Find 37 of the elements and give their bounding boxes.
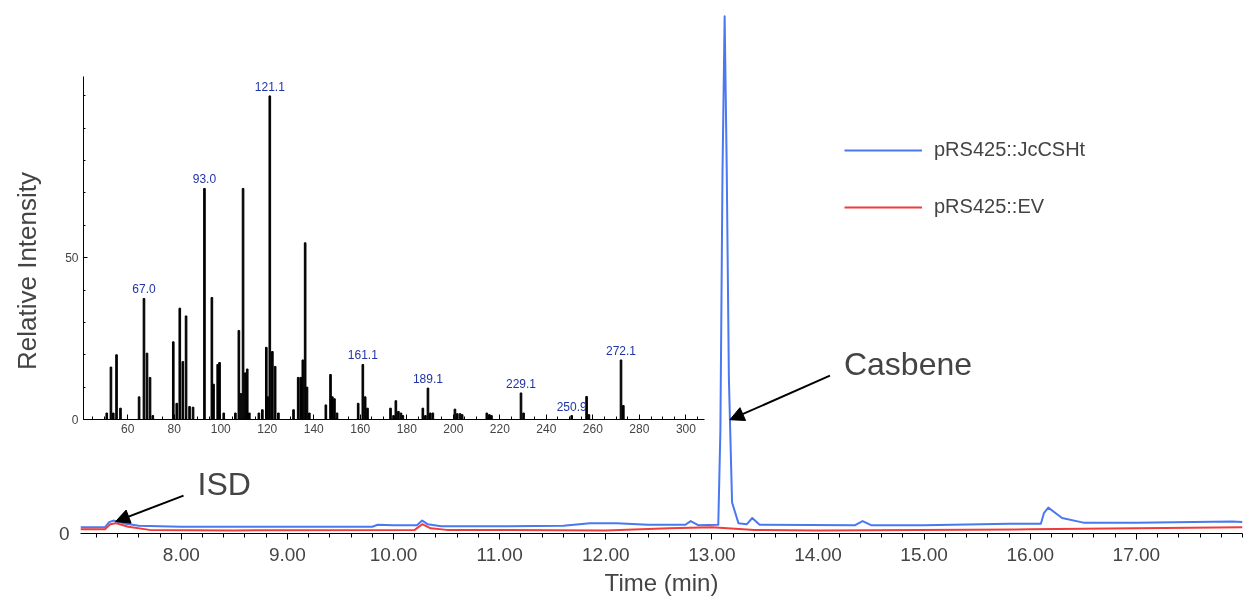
x-tick-label: 16.00 (1006, 543, 1055, 565)
y-axis-title: Relative Intensity (11, 172, 42, 370)
x-tick-label: 8.00 (162, 543, 200, 565)
legend-label: pRS425::EV (934, 195, 1045, 218)
x-tick-label: 180 (396, 421, 418, 436)
x-tick-label: 140 (303, 421, 325, 436)
x-tick-label: 160 (350, 421, 371, 436)
x-tick-label: 11.00 (476, 543, 523, 565)
annotation: 189.1 (412, 372, 444, 387)
annotation: 67.0 (132, 282, 156, 297)
x-tick-label: 12.00 (582, 543, 630, 565)
x-tick-label: 200 (443, 421, 464, 436)
x-tick-label: 80 (167, 421, 182, 436)
annotation: Casbene (843, 345, 973, 382)
x-tick-label: 9.00 (268, 543, 306, 565)
x-tick-label: 220 (489, 421, 511, 436)
x-tick-label: 240 (536, 421, 557, 436)
x-tick-label: 300 (675, 421, 697, 436)
x-tick-label: 100 (210, 421, 232, 436)
annotation: 93.0 (192, 172, 217, 187)
x-axis-title: Time (min) (604, 568, 719, 596)
x-tick-label: 13.00 (688, 543, 736, 565)
x-tick-label: 15.00 (900, 543, 948, 565)
annotation: 272.1 (605, 343, 637, 358)
x-tick-label: 260 (582, 421, 604, 436)
legend-label: pRS425::JcCSHt (934, 138, 1086, 161)
annotation: ISD (197, 465, 251, 502)
annotation: 229.1 (505, 376, 537, 391)
x-tick-label: 120 (257, 421, 278, 436)
x-tick-label: 17.00 (1112, 543, 1161, 565)
x-tick-label: 10.00 (369, 543, 418, 565)
annotation: 121.1 (254, 79, 286, 94)
x-tick-label: 14.00 (794, 543, 842, 565)
x-tick-label: 280 (629, 421, 650, 436)
y-tick-label: 50 (65, 251, 79, 266)
annotation: 161.1 (347, 348, 379, 363)
x-tick-label: 60 (121, 421, 135, 436)
